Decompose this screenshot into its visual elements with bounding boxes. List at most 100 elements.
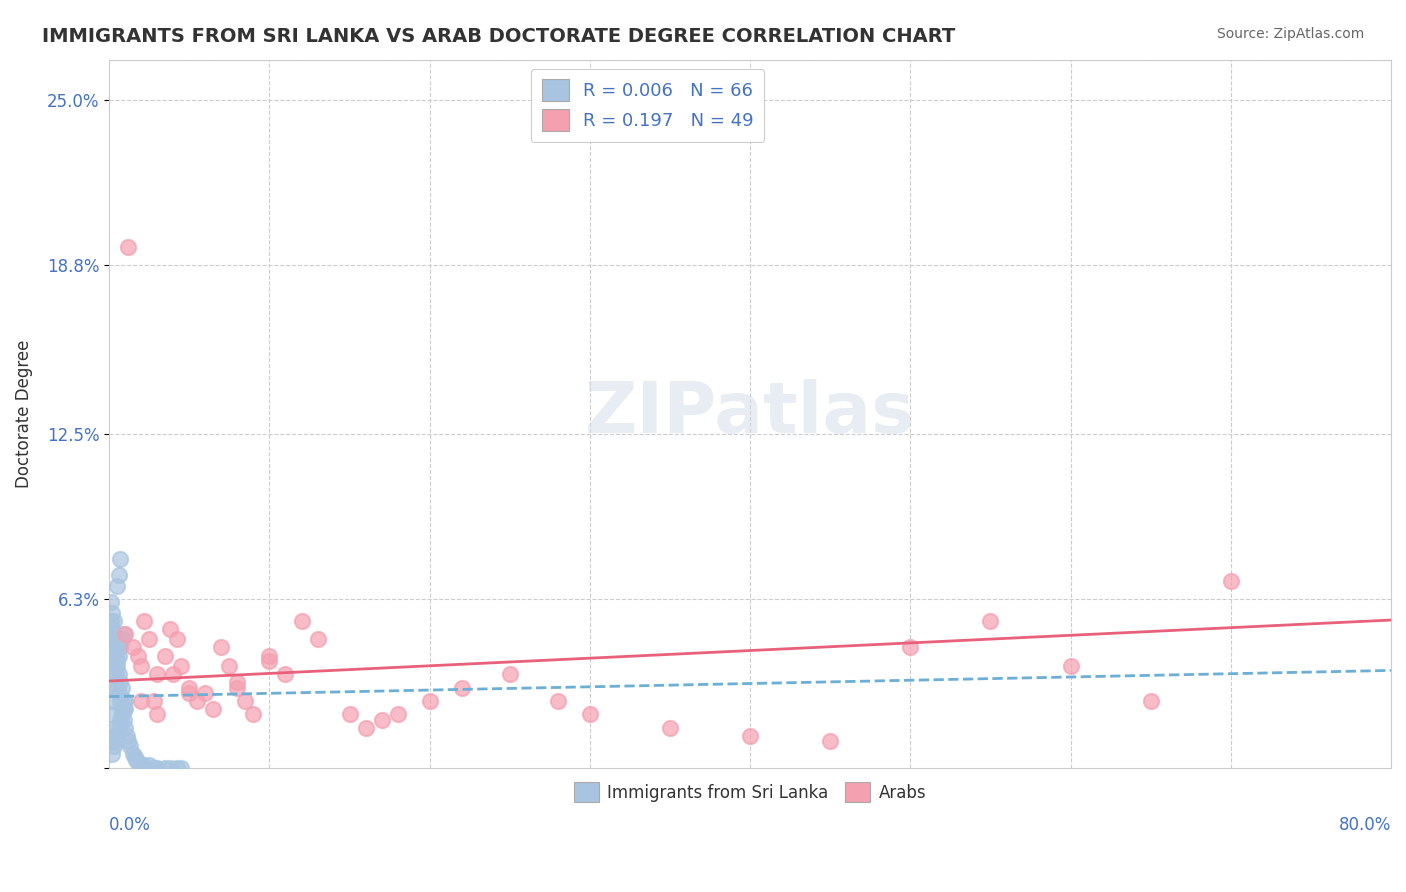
Point	[155, 648, 177, 663]
Point	[112, 702, 135, 716]
Point	[134, 758, 156, 772]
Point	[104, 659, 127, 673]
Point	[740, 729, 762, 743]
Point	[979, 614, 1001, 628]
Point	[114, 627, 136, 641]
Point	[114, 721, 136, 735]
Point	[129, 758, 152, 772]
Point	[105, 640, 128, 655]
Point	[111, 632, 134, 647]
Point	[159, 761, 181, 775]
Point	[1219, 574, 1241, 588]
Point	[898, 640, 921, 655]
Point	[129, 659, 152, 673]
Point	[259, 654, 281, 668]
Point	[110, 640, 132, 655]
Point	[579, 707, 602, 722]
Point	[547, 694, 569, 708]
Point	[159, 622, 181, 636]
Text: IMMIGRANTS FROM SRI LANKA VS ARAB DOCTORATE DEGREE CORRELATION CHART: IMMIGRANTS FROM SRI LANKA VS ARAB DOCTOR…	[42, 27, 956, 45]
Point	[242, 707, 264, 722]
Point	[103, 667, 125, 681]
Point	[122, 640, 145, 655]
Point	[101, 622, 124, 636]
Point	[105, 729, 128, 743]
Point	[138, 632, 160, 647]
Point	[110, 552, 132, 566]
Point	[111, 702, 134, 716]
Point	[108, 686, 131, 700]
Point	[108, 648, 131, 663]
Point	[124, 750, 146, 764]
Point	[112, 694, 135, 708]
Point	[179, 686, 201, 700]
Point	[100, 595, 122, 609]
Legend: Immigrants from Sri Lanka, Arabs: Immigrants from Sri Lanka, Arabs	[568, 775, 934, 809]
Point	[339, 707, 361, 722]
Point	[659, 721, 682, 735]
Point	[143, 761, 166, 775]
Point	[129, 694, 152, 708]
Point	[104, 648, 127, 663]
Point	[112, 713, 135, 727]
Point	[290, 614, 312, 628]
Point	[114, 694, 136, 708]
Point	[125, 753, 148, 767]
Point	[111, 681, 134, 695]
Point	[226, 675, 249, 690]
Point	[202, 702, 225, 716]
Point	[194, 686, 217, 700]
Point	[499, 667, 522, 681]
Point	[108, 568, 131, 582]
Point	[103, 627, 125, 641]
Point	[103, 729, 125, 743]
Point	[1059, 659, 1081, 673]
Point	[108, 721, 131, 735]
Point	[105, 681, 128, 695]
Point	[166, 761, 188, 775]
Point	[114, 702, 136, 716]
Point	[103, 739, 125, 754]
Point	[162, 667, 184, 681]
Point	[104, 667, 127, 681]
Point	[100, 614, 122, 628]
Point	[103, 654, 125, 668]
Point	[111, 707, 134, 722]
Point	[138, 758, 160, 772]
Point	[235, 694, 257, 708]
Point	[179, 681, 201, 695]
Point	[100, 694, 122, 708]
Point	[105, 579, 128, 593]
Point	[104, 734, 127, 748]
Point	[117, 734, 139, 748]
Point	[117, 240, 139, 254]
Point	[818, 734, 841, 748]
Point	[105, 659, 128, 673]
Point	[105, 654, 128, 668]
Point	[155, 761, 177, 775]
Point	[419, 694, 441, 708]
Point	[209, 640, 232, 655]
Point	[110, 675, 132, 690]
Point	[127, 756, 149, 770]
Point	[259, 648, 281, 663]
Point	[274, 667, 297, 681]
Point	[186, 694, 208, 708]
Point	[104, 721, 127, 735]
Point	[387, 707, 409, 722]
Point	[100, 707, 122, 722]
Point	[307, 632, 329, 647]
Point	[122, 747, 145, 762]
Point	[103, 614, 125, 628]
Point	[170, 659, 193, 673]
Point	[1139, 694, 1161, 708]
Point	[120, 739, 142, 754]
Point	[218, 659, 240, 673]
Y-axis label: Doctorate Degree: Doctorate Degree	[15, 340, 32, 488]
Text: ZIPatlas: ZIPatlas	[585, 379, 915, 448]
Point	[110, 713, 132, 727]
Text: Source: ZipAtlas.com: Source: ZipAtlas.com	[1216, 27, 1364, 41]
Text: 80.0%: 80.0%	[1339, 816, 1391, 834]
Point	[101, 681, 124, 695]
Point	[112, 627, 135, 641]
